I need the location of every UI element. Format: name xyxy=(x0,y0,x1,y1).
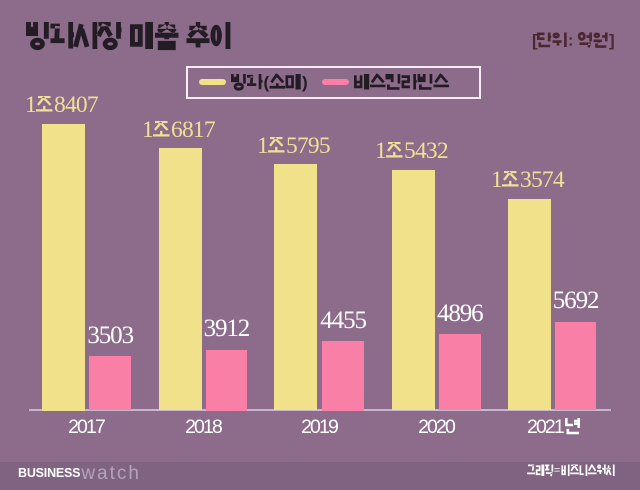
svg-text:=: = xyxy=(554,464,560,476)
svg-text:]: ] xyxy=(609,32,615,50)
svg-text:6817: 6817 xyxy=(171,118,216,142)
svg-text:): ) xyxy=(302,73,308,92)
svg-text:5795: 5795 xyxy=(286,134,330,158)
svg-text::: : xyxy=(568,33,573,50)
svg-text:1: 1 xyxy=(491,168,502,192)
svg-text:8407: 8407 xyxy=(54,93,99,117)
svg-text:1: 1 xyxy=(257,134,268,158)
svg-text:1: 1 xyxy=(142,118,153,142)
svg-text:1: 1 xyxy=(25,93,36,117)
svg-text:(: ( xyxy=(264,73,270,92)
svg-text:2021: 2021 xyxy=(527,416,564,438)
svg-text:1: 1 xyxy=(375,139,386,163)
svg-text:5432: 5432 xyxy=(404,139,448,163)
svg-text:[: [ xyxy=(532,32,538,50)
svg-text:3574: 3574 xyxy=(520,168,565,192)
